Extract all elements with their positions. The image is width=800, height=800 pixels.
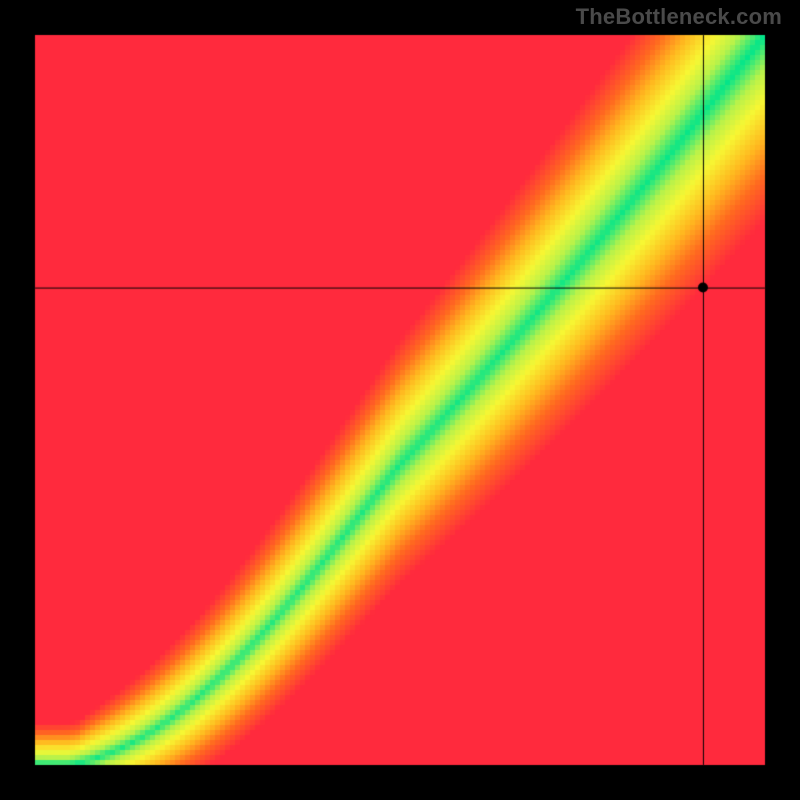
chart-container: TheBottleneck.com xyxy=(0,0,800,800)
watermark-text: TheBottleneck.com xyxy=(576,4,782,30)
crosshair-overlay xyxy=(0,0,800,800)
